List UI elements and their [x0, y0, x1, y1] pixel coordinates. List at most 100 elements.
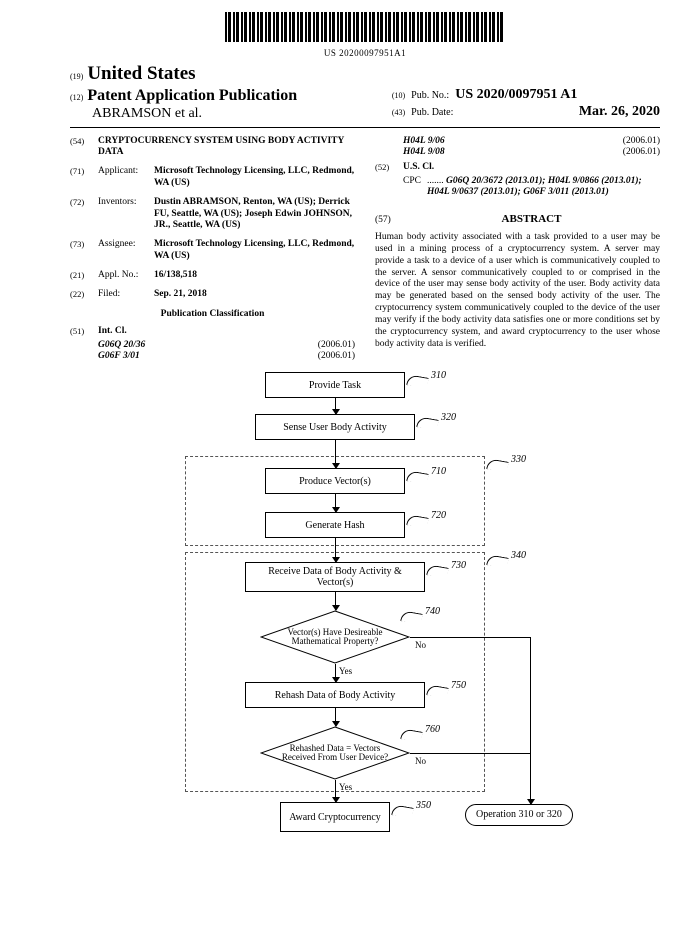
code-57: (57) [375, 215, 403, 226]
barcode-icon [225, 12, 505, 42]
leader-icon [486, 555, 509, 569]
ref-340: 340 [511, 550, 526, 562]
code-43: (43) [392, 108, 405, 118]
abstract-heading: ABSTRACT [403, 213, 660, 226]
arrowhead-icon [332, 507, 340, 513]
appl-no: 16/138,518 [154, 270, 355, 281]
header-left: (19) United States (12) Patent Applicati… [70, 63, 392, 123]
intcl-label: Int. Cl. [98, 326, 355, 337]
flowchart-figure: Provide Task Sense User Body Activity Pr… [85, 372, 645, 872]
code-10: (10) [392, 91, 405, 101]
code-21: (21) [70, 270, 98, 281]
node-rehash: Rehash Data of Body Activity [245, 682, 425, 708]
label-yes-740: Yes [339, 666, 352, 677]
code-12: (12) [70, 93, 83, 103]
label-no-740: No [415, 640, 426, 651]
arrowhead-icon [332, 409, 340, 415]
intcl-1b: (2006.01) [168, 340, 355, 351]
pub-no: US 2020/0097951 A1 [455, 87, 577, 104]
node-receive-data: Receive Data of Body Activity & Vector(s… [245, 562, 425, 592]
code-51: (51) [70, 326, 98, 337]
intcl-3b: (2006.01) [473, 136, 660, 147]
barcode-region: US 20200097951A1 [70, 12, 660, 59]
inventors: Dustin ABRAMSON, Renton, WA (US); Derric… [154, 197, 352, 230]
intcl-1a: G06Q 20/36 [98, 340, 168, 351]
ref-350: 350 [416, 800, 431, 812]
pub-class-heading: Publication Classification [70, 309, 355, 320]
cpc-label: CPC [403, 176, 421, 199]
arrowhead-icon [332, 463, 340, 469]
invention-title: CRYPTOCURRENCY SYSTEM USING BODY ACTIVIT… [98, 136, 355, 159]
ref-760: 760 [425, 724, 440, 736]
node-award: Award Cryptocurrency [280, 802, 390, 832]
inventor-line: ABRAMSON et al. [70, 106, 392, 123]
patent-page: US 20200097951A1 (19) United States (12)… [0, 0, 700, 926]
ref-310: 310 [431, 370, 446, 382]
code-52: (52) [375, 162, 403, 173]
bibliographic-columns: (54) CRYPTOCURRENCY SYSTEM USING BODY AC… [70, 136, 660, 363]
ref-320: 320 [441, 412, 456, 424]
arrowhead-icon [332, 797, 340, 803]
arrowhead-icon [332, 721, 340, 727]
arrowhead-icon [332, 677, 340, 683]
intcl-3a: H04L 9/06 [403, 136, 473, 147]
uscl-label: U.S. Cl. [403, 162, 660, 173]
node-provide-task: Provide Task [265, 372, 405, 398]
label-no-760: No [415, 756, 426, 767]
node-generate-hash: Generate Hash [265, 512, 405, 538]
assignee-label: Assignee: [98, 239, 154, 262]
arrowhead-icon [332, 605, 340, 611]
inventors-label: Inventors: [98, 197, 154, 231]
right-column: H04L 9/06(2006.01) H04L 9/08(2006.01) (5… [375, 136, 660, 363]
abstract-text: Human body activity associated with a ta… [375, 232, 660, 351]
leader-icon [416, 417, 439, 431]
code-72: (72) [70, 197, 98, 231]
ref-730: 730 [451, 560, 466, 572]
intcl-2a: G06F 3/01 [98, 351, 168, 362]
header-right: (10) Pub. No.: US 2020/0097951 A1 (43) P… [392, 63, 660, 123]
intcl-4b: (2006.01) [473, 147, 660, 158]
node-produce-vectors: Produce Vector(s) [265, 468, 405, 494]
ref-750: 750 [451, 680, 466, 692]
code-54: (54) [70, 136, 98, 159]
assignee: Microsoft Technology Licensing, LLC, Red… [154, 239, 354, 260]
node-decision-760-text: Rehashed Data = Vectors Received From Us… [260, 744, 410, 764]
barcode-text: US 20200097951A1 [70, 48, 660, 59]
pub-date-label: Pub. Date: [411, 107, 453, 119]
header: (19) United States (12) Patent Applicati… [70, 63, 660, 128]
code-19: (19) [70, 72, 83, 82]
ref-720: 720 [431, 510, 446, 522]
edge-no-760 [410, 753, 530, 754]
arrowhead-icon [332, 557, 340, 563]
filed-label: Filed: [98, 289, 154, 300]
leader-icon [406, 375, 429, 389]
ref-710: 710 [431, 466, 446, 478]
edge-no-740 [410, 637, 530, 638]
edge [530, 753, 531, 804]
left-column: (54) CRYPTOCURRENCY SYSTEM USING BODY AC… [70, 136, 355, 363]
filed-date: Sep. 21, 2018 [154, 289, 355, 300]
pub-date: Mar. 26, 2020 [579, 104, 660, 121]
code-71: (71) [70, 166, 98, 189]
node-decision-740: Vector(s) Have Desireable Mathematical P… [260, 610, 410, 664]
leader-icon [486, 459, 509, 473]
cpc-codes: G06Q 20/3672 (2013.01); H04L 9/0866 (201… [427, 176, 642, 197]
arrowhead-icon [527, 799, 535, 805]
appl-label: Appl. No.: [98, 270, 154, 281]
label-yes-760: Yes [339, 782, 352, 793]
intcl-2b: (2006.01) [168, 351, 355, 362]
applicant: Microsoft Technology Licensing, LLC, Red… [154, 166, 354, 187]
code-73: (73) [70, 239, 98, 262]
applicant-label: Applicant: [98, 166, 154, 189]
leader-icon [391, 805, 414, 819]
pub-no-label: Pub. No.: [411, 90, 449, 102]
node-operation-loop: Operation 310 or 320 [465, 804, 573, 826]
ref-330: 330 [511, 454, 526, 466]
node-decision-740-text: Vector(s) Have Desireable Mathematical P… [260, 628, 410, 648]
code-22: (22) [70, 289, 98, 300]
node-decision-760: Rehashed Data = Vectors Received From Us… [260, 726, 410, 780]
country: United States [87, 63, 195, 86]
node-sense-activity: Sense User Body Activity [255, 414, 415, 440]
intcl-4a: H04L 9/08 [403, 147, 473, 158]
ref-740: 740 [425, 606, 440, 618]
